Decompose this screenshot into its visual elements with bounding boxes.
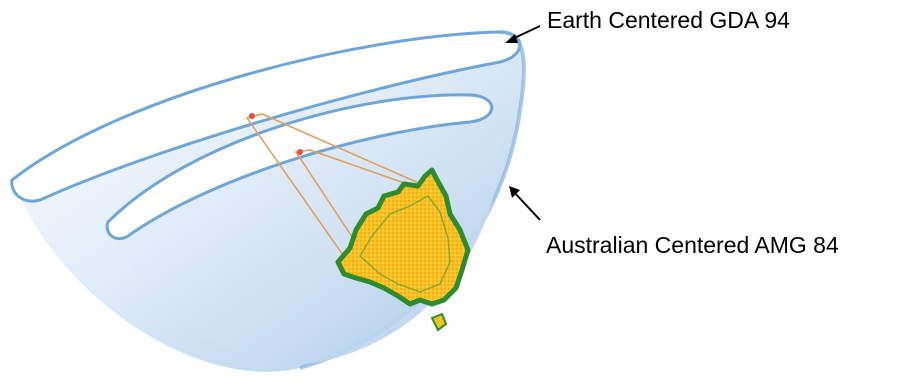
gda-arrow-head <box>505 34 518 43</box>
amg-arrow-head <box>509 186 520 198</box>
australian-centered-label: Australian Centered AMG 84 <box>546 232 839 258</box>
earth-centered-label: Earth Centered GDA 94 <box>547 7 790 33</box>
amg-arrow-line <box>513 191 541 221</box>
local-ellipsoid-rim <box>105 93 494 241</box>
label-arrows <box>505 25 541 221</box>
australia-shape <box>335 167 471 307</box>
tasmania-shape <box>430 312 448 332</box>
earth-center-point <box>249 113 255 119</box>
australia-icon <box>335 167 471 332</box>
local-center-point <box>297 149 303 155</box>
australia-inner-outline <box>359 195 451 293</box>
